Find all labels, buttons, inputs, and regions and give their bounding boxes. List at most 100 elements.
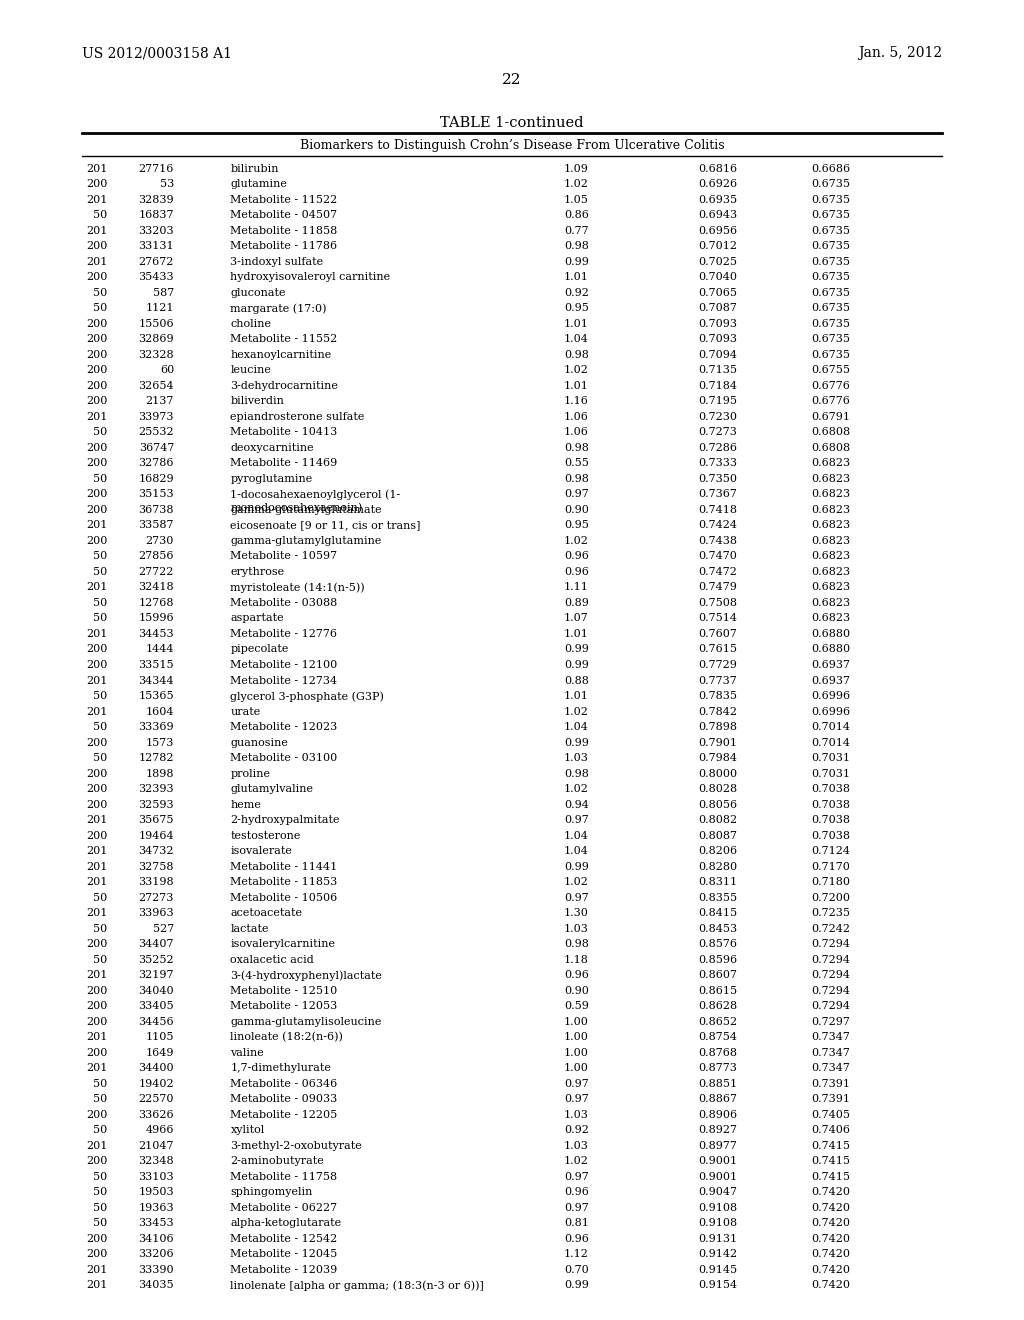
Text: 0.8000: 0.8000 — [698, 768, 737, 779]
Text: 0.7347: 0.7347 — [811, 1048, 850, 1057]
Text: 200: 200 — [86, 366, 108, 375]
Text: 200: 200 — [86, 768, 108, 779]
Text: 1.00: 1.00 — [564, 1016, 589, 1027]
Text: 0.7835: 0.7835 — [698, 692, 737, 701]
Text: 0.6823: 0.6823 — [811, 598, 850, 609]
Text: 0.6808: 0.6808 — [811, 444, 850, 453]
Text: 3-dehydrocarnitine: 3-dehydrocarnitine — [230, 380, 338, 391]
Text: Metabolite - 12023: Metabolite - 12023 — [230, 722, 338, 733]
Text: 1.03: 1.03 — [564, 1140, 589, 1151]
Text: 0.8280: 0.8280 — [698, 862, 737, 871]
Text: 0.7087: 0.7087 — [698, 304, 737, 313]
Text: 0.7391: 0.7391 — [811, 1078, 850, 1089]
Text: 0.7420: 0.7420 — [811, 1265, 850, 1275]
Text: 32393: 32393 — [138, 784, 174, 795]
Text: myristoleate (14:1(n-5)): myristoleate (14:1(n-5)) — [230, 582, 365, 593]
Text: 32654: 32654 — [138, 380, 174, 391]
Text: 201: 201 — [86, 970, 108, 981]
Text: 0.99: 0.99 — [564, 256, 589, 267]
Text: eicosenoate [9 or 11, cis or trans]: eicosenoate [9 or 11, cis or trans] — [230, 520, 421, 531]
Text: 200: 200 — [86, 644, 108, 655]
Text: 2730: 2730 — [145, 536, 174, 546]
Text: 0.7350: 0.7350 — [698, 474, 737, 484]
Text: 1.18: 1.18 — [564, 954, 589, 965]
Text: 200: 200 — [86, 660, 108, 671]
Text: 201: 201 — [86, 164, 108, 174]
Text: 50: 50 — [93, 552, 108, 561]
Text: 3-methyl-2-oxobutyrate: 3-methyl-2-oxobutyrate — [230, 1140, 362, 1151]
Text: 0.8087: 0.8087 — [698, 830, 737, 841]
Text: 15506: 15506 — [138, 319, 174, 329]
Text: 1.03: 1.03 — [564, 1110, 589, 1119]
Text: 0.95: 0.95 — [564, 520, 589, 531]
Text: monodocosahexaenoin): monodocosahexaenoin) — [230, 503, 362, 513]
Text: 0.7842: 0.7842 — [698, 706, 737, 717]
Text: proline: proline — [230, 768, 270, 779]
Text: 0.7093: 0.7093 — [698, 319, 737, 329]
Text: 33198: 33198 — [138, 876, 174, 887]
Text: 200: 200 — [86, 490, 108, 499]
Text: 0.7038: 0.7038 — [811, 814, 850, 825]
Text: 200: 200 — [86, 1016, 108, 1027]
Text: gamma-glutamylglutamine: gamma-glutamylglutamine — [230, 536, 382, 546]
Text: 15365: 15365 — [138, 692, 174, 701]
Text: 12768: 12768 — [138, 598, 174, 609]
Text: pyroglutamine: pyroglutamine — [230, 474, 312, 484]
Text: linolenate [alpha or gamma; (18:3(n-3 or 6))]: linolenate [alpha or gamma; (18:3(n-3 or… — [230, 1280, 484, 1291]
Text: Metabolite - 12776: Metabolite - 12776 — [230, 628, 337, 639]
Text: 200: 200 — [86, 800, 108, 809]
Text: 0.96: 0.96 — [564, 568, 589, 577]
Text: Metabolite - 12510: Metabolite - 12510 — [230, 986, 338, 995]
Text: 33206: 33206 — [138, 1249, 174, 1259]
Text: 50: 50 — [93, 924, 108, 933]
Text: 0.99: 0.99 — [564, 862, 589, 871]
Text: 0.6735: 0.6735 — [811, 334, 850, 345]
Text: 34040: 34040 — [138, 986, 174, 995]
Text: 34732: 34732 — [138, 846, 174, 857]
Text: 34035: 34035 — [138, 1280, 174, 1291]
Text: 2137: 2137 — [145, 396, 174, 407]
Text: 35675: 35675 — [138, 814, 174, 825]
Text: 0.59: 0.59 — [564, 1001, 589, 1011]
Text: 1649: 1649 — [145, 1048, 174, 1057]
Text: 0.8773: 0.8773 — [698, 1064, 737, 1073]
Text: glutamylvaline: glutamylvaline — [230, 784, 313, 795]
Text: gamma-glutamylisoleucine: gamma-glutamylisoleucine — [230, 1016, 382, 1027]
Text: 50: 50 — [93, 1218, 108, 1229]
Text: 1.16: 1.16 — [564, 396, 589, 407]
Text: 0.6816: 0.6816 — [698, 164, 737, 174]
Text: 0.6823: 0.6823 — [811, 506, 850, 515]
Text: 0.8453: 0.8453 — [698, 924, 737, 933]
Text: 22: 22 — [502, 73, 522, 87]
Text: 0.6823: 0.6823 — [811, 568, 850, 577]
Text: 25532: 25532 — [138, 428, 174, 437]
Text: 50: 50 — [93, 210, 108, 220]
Text: 0.6935: 0.6935 — [698, 195, 737, 205]
Text: 50: 50 — [93, 474, 108, 484]
Text: 0.7984: 0.7984 — [698, 752, 737, 763]
Text: 0.8977: 0.8977 — [698, 1140, 737, 1151]
Text: 21047: 21047 — [138, 1140, 174, 1151]
Text: 34456: 34456 — [138, 1016, 174, 1027]
Text: 200: 200 — [86, 1001, 108, 1011]
Text: 0.7420: 0.7420 — [811, 1280, 850, 1291]
Text: pipecolate: pipecolate — [230, 644, 289, 655]
Text: 200: 200 — [86, 830, 108, 841]
Text: 0.6996: 0.6996 — [811, 692, 850, 701]
Text: 1.09: 1.09 — [564, 164, 589, 174]
Text: 200: 200 — [86, 940, 108, 949]
Text: 0.8311: 0.8311 — [698, 876, 737, 887]
Text: 201: 201 — [86, 226, 108, 236]
Text: 0.7038: 0.7038 — [811, 830, 850, 841]
Text: isovalerate: isovalerate — [230, 846, 292, 857]
Text: 1.04: 1.04 — [564, 722, 589, 733]
Text: 50: 50 — [93, 1125, 108, 1135]
Text: 1.00: 1.00 — [564, 1048, 589, 1057]
Text: Metabolite - 12053: Metabolite - 12053 — [230, 1001, 338, 1011]
Text: 1.01: 1.01 — [564, 628, 589, 639]
Text: 50: 50 — [93, 722, 108, 733]
Text: 0.8355: 0.8355 — [698, 892, 737, 903]
Text: 34400: 34400 — [138, 1064, 174, 1073]
Text: 19503: 19503 — [138, 1188, 174, 1197]
Text: 50: 50 — [93, 598, 108, 609]
